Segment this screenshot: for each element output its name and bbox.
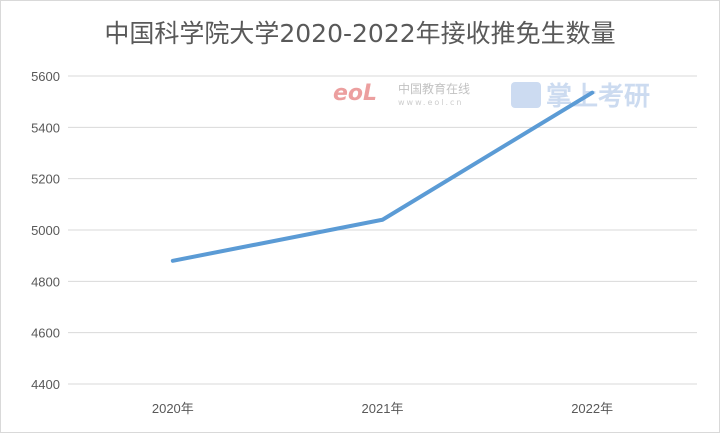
y-tick-label: 4600 bbox=[31, 326, 60, 341]
x-tick-label: 2021年 bbox=[362, 401, 404, 416]
y-tick-label: 4400 bbox=[31, 377, 60, 392]
eol-url: www.eol.cn bbox=[398, 98, 464, 107]
y-tick-label: 5200 bbox=[31, 172, 60, 187]
kaoyan-text: 掌上考研 bbox=[546, 82, 650, 112]
y-tick-label: 5000 bbox=[31, 223, 60, 238]
x-tick-label: 2022年 bbox=[571, 401, 613, 416]
watermark: eoL 中国教育在线 www.eol.cn 掌上考研 bbox=[333, 81, 650, 112]
y-tick-label: 5600 bbox=[31, 69, 60, 84]
y-tick-label: 4800 bbox=[31, 274, 60, 289]
series-line bbox=[170, 90, 595, 263]
x-tick-label: 2020年 bbox=[152, 401, 194, 416]
chart-title: 中国科学院大学2020-2022年接收推免生数量 bbox=[104, 19, 616, 48]
eol-text: 中国教育在线 bbox=[398, 81, 470, 96]
kaoyan-logo-icon bbox=[511, 82, 541, 108]
eol-logo: eoL bbox=[333, 81, 377, 106]
y-tick-label: 5400 bbox=[31, 120, 60, 135]
